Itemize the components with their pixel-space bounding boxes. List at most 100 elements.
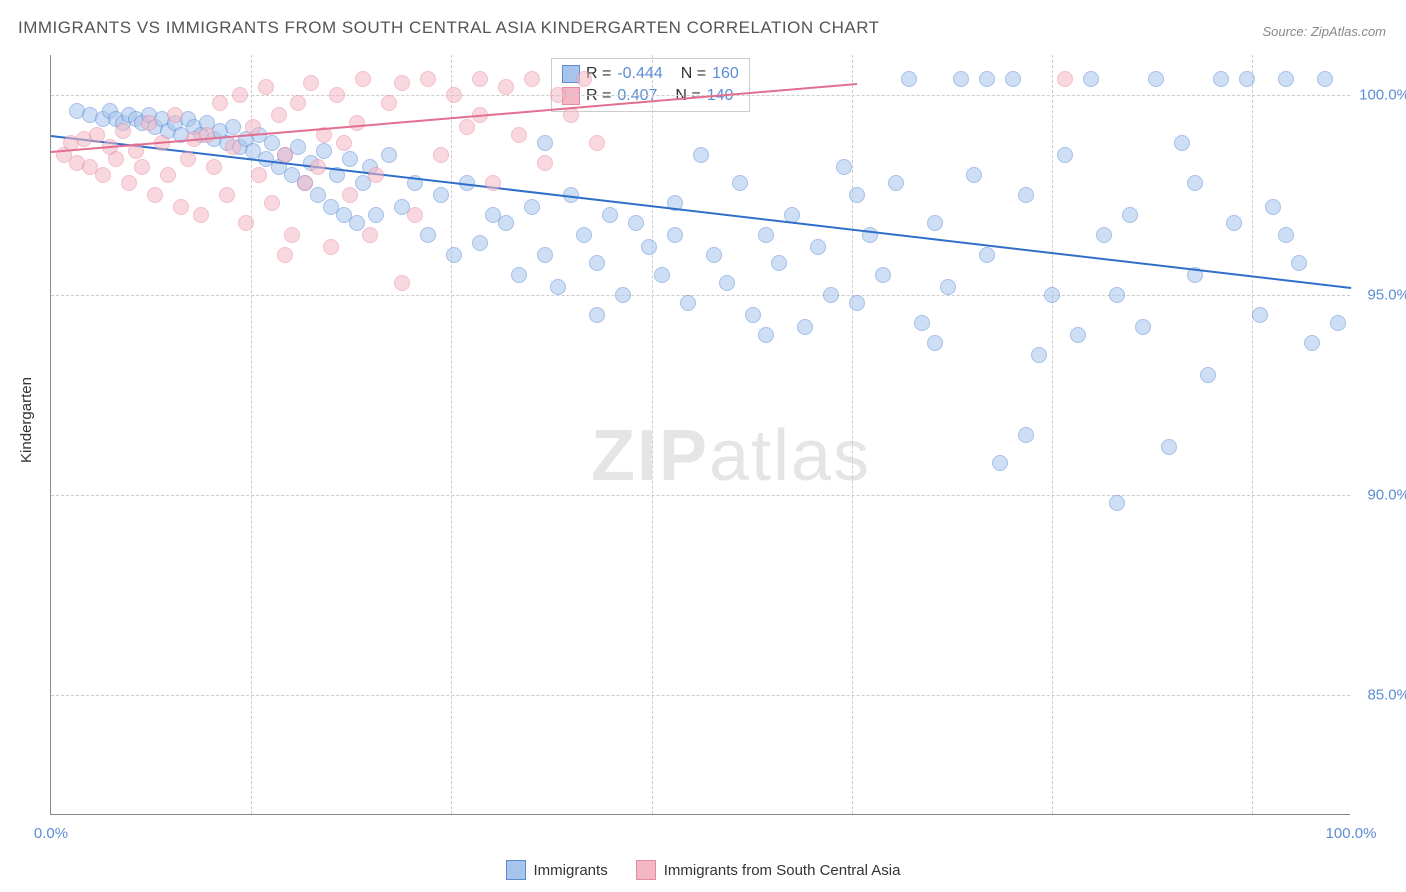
- scatter-point: [1213, 71, 1229, 87]
- scatter-point: [180, 151, 196, 167]
- scatter-point: [745, 307, 761, 323]
- scatter-point: [446, 87, 462, 103]
- scatter-point: [641, 239, 657, 255]
- scatter-point: [1122, 207, 1138, 223]
- scatter-point: [232, 87, 248, 103]
- scatter-point: [472, 71, 488, 87]
- scatter-point: [219, 187, 235, 203]
- scatter-point: [394, 275, 410, 291]
- scatter-point: [654, 267, 670, 283]
- scatter-point: [459, 119, 475, 135]
- scatter-point: [1070, 327, 1086, 343]
- scatter-point: [329, 87, 345, 103]
- scatter-point: [1330, 315, 1346, 331]
- scatter-point: [225, 139, 241, 155]
- scatter-point: [628, 215, 644, 231]
- scatter-point: [1005, 71, 1021, 87]
- plot-area: ZIPatlas R = -0.444N = 160R = 0.407N = 1…: [50, 55, 1350, 815]
- scatter-point: [953, 71, 969, 87]
- legend-swatch: [506, 860, 526, 880]
- scatter-point: [719, 275, 735, 291]
- legend-swatch: [636, 860, 656, 880]
- scatter-point: [381, 147, 397, 163]
- scatter-point: [355, 71, 371, 87]
- scatter-point: [537, 135, 553, 151]
- scatter-point: [836, 159, 852, 175]
- legend-r-label: R =: [586, 87, 611, 105]
- scatter-point: [498, 79, 514, 95]
- scatter-point: [141, 115, 157, 131]
- scatter-point: [472, 235, 488, 251]
- gridline-v: [1052, 55, 1053, 814]
- legend-n-label: N =: [681, 65, 706, 83]
- scatter-point: [1109, 495, 1125, 511]
- scatter-point: [1174, 135, 1190, 151]
- scatter-point: [758, 227, 774, 243]
- scatter-point: [264, 195, 280, 211]
- scatter-point: [381, 95, 397, 111]
- legend-n-value: 160: [712, 65, 739, 83]
- scatter-point: [979, 71, 995, 87]
- scatter-point: [1109, 287, 1125, 303]
- chart-title: IMMIGRANTS VS IMMIGRANTS FROM SOUTH CENT…: [18, 18, 880, 38]
- gridline-h: [51, 495, 1350, 496]
- scatter-point: [284, 227, 300, 243]
- scatter-point: [1031, 347, 1047, 363]
- legend-label: Immigrants: [534, 862, 608, 879]
- scatter-point: [420, 227, 436, 243]
- scatter-point: [349, 115, 365, 131]
- scatter-point: [1161, 439, 1177, 455]
- y-tick-label: 85.0%: [1367, 687, 1406, 704]
- x-tick-label: 100.0%: [1326, 825, 1377, 842]
- scatter-point: [1083, 71, 1099, 87]
- y-axis-label: Kindergarten: [18, 377, 35, 463]
- y-tick-label: 100.0%: [1359, 87, 1406, 104]
- scatter-point: [901, 71, 917, 87]
- scatter-point: [303, 75, 319, 91]
- scatter-point: [732, 175, 748, 191]
- scatter-point: [264, 135, 280, 151]
- bottom-legend-item: Immigrants from South Central Asia: [636, 860, 901, 880]
- scatter-point: [1057, 147, 1073, 163]
- scatter-point: [797, 319, 813, 335]
- scatter-point: [511, 267, 527, 283]
- gridline-v: [652, 55, 653, 814]
- scatter-point: [1304, 335, 1320, 351]
- scatter-point: [1239, 71, 1255, 87]
- scatter-point: [212, 95, 228, 111]
- scatter-point: [875, 267, 891, 283]
- scatter-point: [524, 199, 540, 215]
- scatter-point: [420, 71, 436, 87]
- scatter-point: [576, 71, 592, 87]
- scatter-point: [1252, 307, 1268, 323]
- scatter-point: [576, 227, 592, 243]
- scatter-point: [238, 215, 254, 231]
- scatter-point: [589, 135, 605, 151]
- scatter-point: [550, 87, 566, 103]
- scatter-point: [693, 147, 709, 163]
- scatter-point: [849, 295, 865, 311]
- scatter-point: [342, 151, 358, 167]
- scatter-point: [979, 247, 995, 263]
- scatter-point: [992, 455, 1008, 471]
- scatter-point: [810, 239, 826, 255]
- scatter-point: [1265, 199, 1281, 215]
- scatter-point: [336, 135, 352, 151]
- scatter-point: [1148, 71, 1164, 87]
- scatter-point: [680, 295, 696, 311]
- scatter-point: [940, 279, 956, 295]
- scatter-point: [277, 247, 293, 263]
- scatter-point: [167, 107, 183, 123]
- scatter-point: [1057, 71, 1073, 87]
- scatter-point: [108, 151, 124, 167]
- scatter-point: [121, 175, 137, 191]
- gridline-v: [1252, 55, 1253, 814]
- scatter-point: [1278, 71, 1294, 87]
- scatter-point: [1317, 71, 1333, 87]
- scatter-point: [1291, 255, 1307, 271]
- legend-label: Immigrants from South Central Asia: [664, 862, 901, 879]
- scatter-point: [277, 147, 293, 163]
- bottom-legend: Immigrants Immigrants from South Central …: [0, 860, 1406, 880]
- scatter-point: [1200, 367, 1216, 383]
- scatter-point: [888, 175, 904, 191]
